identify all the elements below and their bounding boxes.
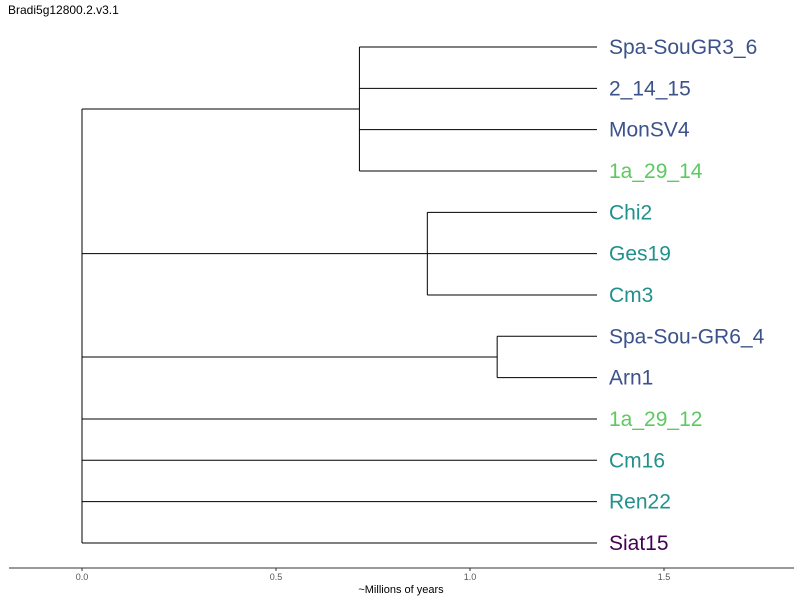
- x-tick-label: 0.0: [76, 572, 89, 582]
- leaf-label: 1a_29_14: [609, 160, 703, 183]
- x-tick-label: 1.0: [464, 572, 477, 582]
- leaf-label: Spa-SouGR3_6: [609, 36, 757, 59]
- leaf-label: Siat15: [609, 532, 669, 555]
- leaf-label: 2_14_15: [609, 77, 691, 100]
- leaf-label: Chi2: [609, 201, 652, 224]
- x-tick-label: 0.5: [270, 572, 283, 582]
- tree-branches: [81, 46, 597, 544]
- leaf-label: Cm3: [609, 284, 653, 307]
- leaf-label: Cm16: [609, 449, 665, 472]
- x-tick-label: 1.5: [658, 572, 671, 582]
- leaf-labels: Spa-SouGR3_6 2_14_15 MonSV4 1a_29_14 Chi2 Ges…: [609, 36, 765, 555]
- leaf-label: MonSV4: [609, 119, 690, 142]
- chart-title: Bradi5g12800.2.v3.1: [8, 3, 119, 17]
- leaf-label: Ren22: [609, 491, 671, 514]
- leaf-label: Spa-Sou-GR6_4: [609, 325, 765, 348]
- leaf-label: Arn1: [609, 367, 653, 390]
- x-axis: 0.0 0.5 1.0 1.5: [9, 567, 794, 582]
- x-axis-title: ~Millions of years: [358, 584, 444, 596]
- leaf-label: Ges19: [609, 243, 671, 266]
- leaf-label: 1a_29_12: [609, 408, 702, 431]
